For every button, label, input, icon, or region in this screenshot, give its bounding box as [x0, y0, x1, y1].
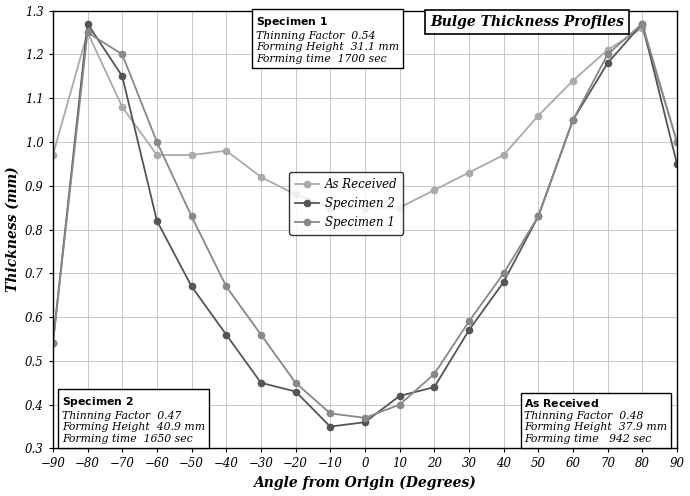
Specimen 2: [465, 327, 473, 333]
As Received: [395, 205, 404, 211]
As Received: [222, 148, 230, 154]
Specimen 2: [604, 60, 612, 66]
Specimen 2: [118, 73, 126, 79]
Text: $\bf{Specimen\ 1}$
Thinning Factor  0.54
Forming Height  31.1 mm
Forming time  1: $\bf{Specimen\ 1}$ Thinning Factor 0.54 …: [256, 15, 399, 63]
Specimen 2: [188, 284, 196, 290]
Specimen 2: [326, 424, 335, 430]
Specimen 2: [500, 279, 508, 285]
Specimen 1: [430, 371, 438, 377]
Line: Specimen 1: Specimen 1: [50, 20, 680, 421]
Legend: As Received, Specimen 2, Specimen 1: As Received, Specimen 2, Specimen 1: [289, 172, 403, 235]
Specimen 2: [257, 380, 265, 386]
Text: $\bf{Specimen\ 2}$
Thinning Factor  0.47
Forming Height  40.9 mm
Forming time  1: $\bf{Specimen\ 2}$ Thinning Factor 0.47 …: [62, 395, 206, 444]
As Received: [500, 152, 508, 158]
Specimen 1: [465, 318, 473, 324]
Specimen 2: [291, 388, 299, 394]
Specimen 2: [152, 218, 161, 224]
Specimen 1: [152, 139, 161, 145]
Text: Bulge Thickness Profiles: Bulge Thickness Profiles: [431, 15, 624, 29]
Specimen 2: [222, 332, 230, 338]
Specimen 1: [83, 29, 92, 35]
Specimen 2: [638, 21, 647, 27]
X-axis label: Angle from Origin (Degrees): Angle from Origin (Degrees): [253, 476, 476, 491]
As Received: [257, 174, 265, 180]
As Received: [638, 25, 647, 31]
As Received: [604, 47, 612, 53]
Text: $\bf{As\ Received}$
Thinning Factor  0.48
Forming Height  37.9 mm
Forming time  : $\bf{As\ Received}$ Thinning Factor 0.48…: [524, 397, 668, 444]
Specimen 2: [430, 384, 438, 390]
Specimen 1: [500, 270, 508, 276]
As Received: [430, 187, 438, 193]
Specimen 1: [49, 340, 57, 346]
Specimen 2: [395, 393, 404, 399]
Specimen 1: [257, 332, 265, 338]
Specimen 1: [222, 284, 230, 290]
Line: Specimen 2: Specimen 2: [50, 20, 680, 430]
As Received: [361, 205, 369, 211]
Specimen 1: [638, 21, 647, 27]
As Received: [49, 152, 57, 158]
Specimen 1: [534, 213, 542, 219]
Specimen 2: [83, 21, 92, 27]
As Received: [152, 152, 161, 158]
Specimen 2: [673, 161, 681, 167]
Specimen 1: [326, 411, 335, 417]
Specimen 1: [673, 139, 681, 145]
Specimen 1: [291, 380, 299, 386]
Specimen 1: [118, 52, 126, 58]
Specimen 2: [49, 340, 57, 346]
Y-axis label: Thickness (mm): Thickness (mm): [6, 167, 19, 292]
Specimen 2: [534, 213, 542, 219]
Line: As Received: As Received: [50, 25, 680, 211]
Specimen 2: [569, 117, 577, 123]
As Received: [291, 191, 299, 197]
As Received: [569, 78, 577, 84]
Specimen 1: [604, 52, 612, 58]
As Received: [673, 139, 681, 145]
As Received: [188, 152, 196, 158]
Specimen 1: [569, 117, 577, 123]
Specimen 1: [361, 415, 369, 421]
As Received: [83, 29, 92, 35]
As Received: [465, 170, 473, 176]
Specimen 1: [188, 213, 196, 219]
Specimen 2: [361, 419, 369, 425]
As Received: [534, 113, 542, 119]
As Received: [326, 205, 335, 211]
As Received: [118, 104, 126, 110]
Specimen 1: [395, 402, 404, 408]
